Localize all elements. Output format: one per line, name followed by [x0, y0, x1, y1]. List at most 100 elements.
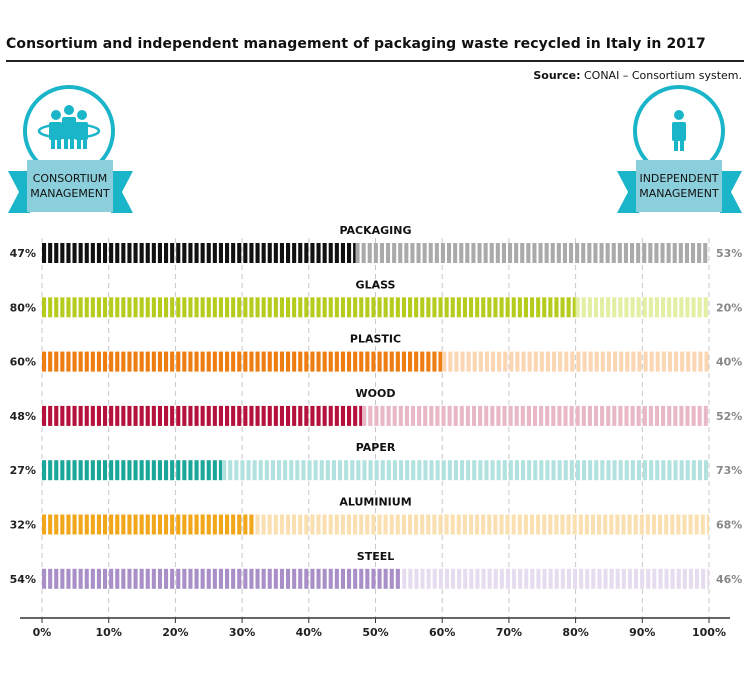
- bar-stripe: [127, 568, 132, 589]
- bar-stripe: [325, 460, 330, 481]
- bar-stripe: [434, 243, 439, 263]
- bar-stripe: [243, 297, 248, 318]
- independent-value-label: 73%: [716, 464, 742, 477]
- bar-stripe: [72, 568, 77, 589]
- bar-stripe: [566, 514, 571, 535]
- bar-stripe: [54, 568, 59, 589]
- bar-stripe: [572, 514, 577, 535]
- bar-stripe: [613, 351, 618, 372]
- category-label: PACKAGING: [339, 224, 411, 237]
- bar-stripe: [575, 460, 580, 481]
- bar-stripe: [42, 514, 47, 535]
- bar-stripe: [157, 351, 162, 372]
- bar-stripe: [503, 351, 508, 372]
- bar-stripe: [496, 460, 501, 481]
- bar-stripe: [594, 460, 599, 481]
- bar-stripe: [495, 243, 500, 263]
- bar-stripe: [703, 460, 709, 481]
- bar-stripe: [301, 460, 306, 481]
- bar-stripe: [658, 568, 663, 589]
- category-label: WOOD: [356, 387, 396, 400]
- bar-stripe: [472, 351, 477, 372]
- bar-stripe: [660, 243, 665, 263]
- bar-stripe: [572, 568, 578, 589]
- bar-stripe: [609, 568, 614, 589]
- bar-stripe: [139, 460, 144, 481]
- bar-stripe: [340, 351, 345, 372]
- bar-stripe: [304, 514, 309, 535]
- x-tick-label: 80%: [562, 626, 588, 639]
- x-tick-label: 10%: [96, 626, 122, 639]
- bar-stripe: [313, 460, 318, 481]
- bar-stripe: [109, 243, 114, 263]
- bar-stripe: [487, 568, 492, 589]
- bar-stripe: [563, 405, 568, 426]
- bar-stripe: [688, 568, 693, 589]
- bar-stripe: [646, 568, 651, 589]
- bar-stripe: [273, 243, 278, 263]
- bar-stripe: [636, 243, 641, 263]
- bar-stripe: [371, 514, 376, 535]
- bar-stripe: [194, 568, 199, 589]
- bar-stripe: [103, 351, 108, 372]
- bar-stripe: [697, 297, 702, 318]
- bar-stripe: [462, 514, 467, 535]
- bar-stripe: [273, 514, 278, 535]
- consortium-value-label: 27%: [10, 464, 36, 477]
- bar-stripe: [365, 297, 370, 318]
- bar-stripe: [636, 460, 641, 481]
- bar-stripe: [453, 460, 458, 481]
- bar-stripe: [225, 514, 230, 535]
- bar-stripe: [115, 243, 120, 263]
- bar-stripe: [618, 460, 623, 481]
- independent-label-line2: MANAGEMENT: [639, 187, 719, 200]
- bar-stripe: [212, 568, 217, 589]
- bar-stripe: [636, 405, 641, 426]
- bar-stripe: [558, 351, 563, 372]
- bar-stripe: [490, 460, 495, 481]
- bar-stripe: [446, 243, 452, 263]
- bar-stripe: [267, 297, 272, 318]
- category-label: PLASTIC: [350, 333, 401, 346]
- independent-value-label: 20%: [716, 301, 742, 314]
- bar-stripe: [60, 297, 65, 318]
- bar-stripe: [377, 514, 382, 535]
- bar-stripe: [231, 243, 236, 263]
- bar-stripe: [398, 460, 404, 481]
- bar-stripe: [176, 351, 181, 372]
- bar-stripe: [520, 243, 525, 263]
- bar-stripe: [249, 568, 254, 589]
- bar-stripe: [121, 351, 126, 372]
- bar-stripe: [426, 351, 431, 372]
- bar-stripe: [164, 297, 169, 318]
- bar-stripe: [667, 405, 672, 426]
- bar-stripe: [533, 351, 538, 372]
- bar-stripe: [533, 460, 538, 481]
- bar-stripe: [307, 460, 312, 481]
- bar-stripe: [157, 297, 162, 318]
- bar-stripe: [304, 297, 309, 318]
- bar-stripe: [328, 405, 333, 426]
- bar-stripe: [109, 514, 114, 535]
- bar-stripe: [633, 514, 638, 535]
- bar-stripe: [292, 405, 297, 426]
- bar-stripe: [444, 568, 449, 589]
- bar-stripe: [648, 405, 653, 426]
- bar-stripe: [386, 460, 391, 481]
- bar-stripe: [109, 297, 114, 318]
- bar-segment-consortium: [42, 514, 254, 535]
- bar-stripe: [368, 460, 373, 481]
- bar-stripe: [600, 351, 605, 372]
- bar-stripe: [194, 460, 199, 481]
- independent-value-label: 68%: [716, 519, 742, 532]
- bar-stripe: [676, 568, 681, 589]
- independent-ribbon: [636, 160, 722, 212]
- bar-stripe: [145, 514, 150, 535]
- bar-stripe: [164, 568, 169, 589]
- bar-stripe: [328, 297, 333, 318]
- bar-stripe: [72, 460, 77, 481]
- x-tick-label: 90%: [629, 626, 655, 639]
- bar-stripe: [188, 405, 193, 426]
- bar-stripe: [279, 514, 284, 535]
- bar-stripe: [442, 351, 447, 372]
